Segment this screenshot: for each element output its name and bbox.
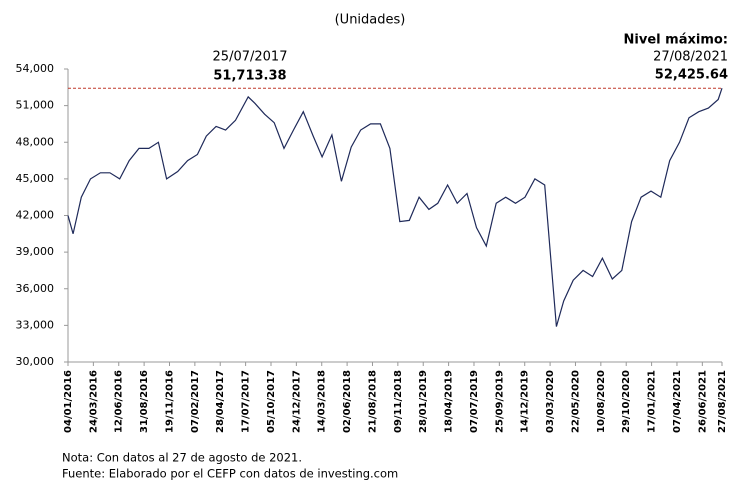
chart-subtitle: (Unidades) [335,13,406,28]
x-tick-label: 28/01/2019 [418,370,429,433]
x-tick-label: 10/08/2020 [596,370,607,433]
x-tick-label: 21/08/2018 [367,370,378,433]
x-tick-label: 03/03/2020 [545,370,556,433]
x-tick-label: 14/03/2018 [317,370,328,433]
y-tick-label: 39,000 [16,245,55,258]
x-tick-label: 18/04/2019 [444,370,455,433]
x-tick-label: 22/05/2020 [570,370,581,433]
x-tick-label: 19/11/2016 [164,370,175,433]
x-tick-label: 28/04/2017 [215,370,226,433]
x-tick-label: 24/12/2017 [291,370,302,433]
y-tick-label: 33,000 [16,318,55,331]
annotation-title: Nivel máximo: [624,33,728,48]
x-tick-label: 31/08/2016 [139,370,150,433]
x-tick-label: 07/04/2021 [672,370,683,433]
x-tick-label: 02/06/2018 [342,370,353,433]
y-tick-label: 30,000 [16,355,55,368]
y-tick-label: 36,000 [16,282,55,295]
x-tick-label: 25/09/2019 [494,370,505,433]
y-tick-label: 54,000 [16,62,55,75]
x-tick-label: 12/06/2016 [114,370,125,433]
x-tick-label: 17/01/2021 [647,370,658,433]
x-tick-label: 07/07/2019 [469,370,480,433]
annotation-value: 51,713.38 [213,69,286,84]
y-tick-label: 45,000 [16,172,55,185]
x-tick-label: 07/02/2017 [190,370,201,433]
annotation-date: 25/07/2017 [213,50,288,65]
note: Fuente: Elaborado por el CEFP con datos … [62,467,398,481]
x-tick-label: 24/03/2016 [88,370,99,433]
x-tick-label: 09/11/2018 [393,370,404,433]
annotation-value: 52,425.64 [655,68,728,83]
x-tick-label: 17/07/2017 [241,370,252,433]
x-tick-label: 26/06/2021 [697,370,708,433]
y-tick-label: 48,000 [16,135,55,148]
annotation-date: 27/08/2021 [653,50,728,65]
y-tick-label: 51,000 [16,99,55,112]
x-tick-label: 29/10/2020 [621,370,632,433]
x-tick-label: 27/08/2021 [717,370,728,433]
x-tick-label: 05/10/2017 [266,370,277,433]
line-series [67,88,723,327]
x-tick-label: 04/01/2016 [63,370,74,433]
y-tick-label: 42,000 [16,209,55,222]
x-tick-label: 14/12/2019 [520,370,531,433]
note: Nota: Con datos al 27 de agosto de 2021. [62,451,302,465]
